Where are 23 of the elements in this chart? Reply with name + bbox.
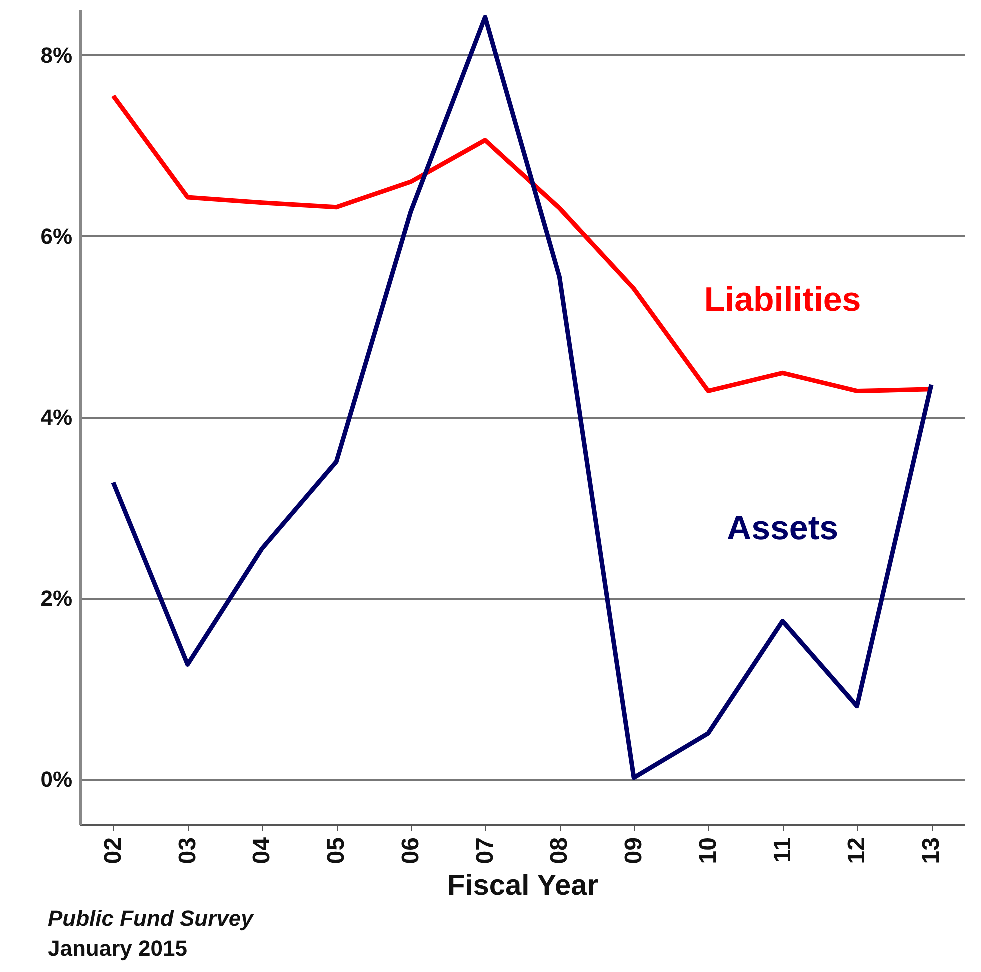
x-tick-label: 09 <box>620 838 648 864</box>
x-tick-label: 11 <box>769 838 796 863</box>
y-tick-label: 0% <box>40 767 72 792</box>
x-tick-label: 13 <box>918 838 946 864</box>
x-tick-label: 05 <box>323 838 350 864</box>
x-tick-label: 03 <box>174 838 202 864</box>
series-label: Liabilities <box>704 281 862 320</box>
x-tick-label: 08 <box>546 838 574 864</box>
x-tick-label: 04 <box>248 836 276 864</box>
x-tick-label: 06 <box>397 838 424 864</box>
y-tick-label: 8% <box>40 42 72 68</box>
text: January 2015 <box>48 935 188 963</box>
text: Public Fund Survey <box>48 905 254 933</box>
line-series <box>111 14 934 780</box>
x-tick-label: 10 <box>694 838 722 864</box>
x-axis-title: Fiscal Year <box>447 870 599 902</box>
x-tick-label: 12 <box>844 838 871 864</box>
series-label: Assets <box>727 509 839 548</box>
y-tick-label: 4% <box>40 405 72 430</box>
x-tick-label: 02 <box>100 838 127 864</box>
y-tick-label: 2% <box>40 586 72 612</box>
x-tick-label: 07 <box>472 838 499 864</box>
y-tick-label: 6% <box>40 224 72 249</box>
